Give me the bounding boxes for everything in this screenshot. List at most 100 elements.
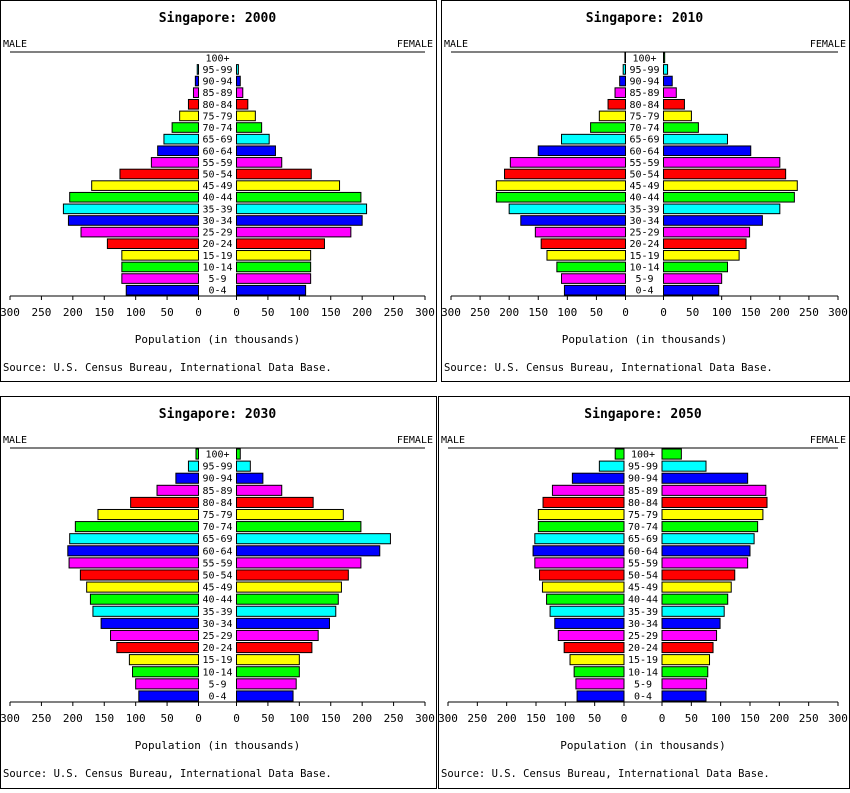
male-bar-90-94 — [175, 472, 200, 484]
female-bar-55-59 — [236, 157, 283, 168]
female-bar-60-64 — [236, 545, 381, 557]
x-tick-label: 150 — [526, 712, 546, 725]
male-bar-10-14 — [573, 666, 625, 678]
male-bar-5-9 — [575, 678, 625, 690]
age-label-55-59: 55-59 — [202, 158, 232, 169]
chart-title: Singapore: 2030 — [159, 407, 277, 422]
male-bar-90-94 — [571, 472, 625, 484]
female-bar-80-84 — [663, 98, 685, 110]
age-label-0-4: 0-4 — [208, 286, 226, 297]
male-bar-75-79 — [179, 110, 199, 122]
male-bar-30-34 — [67, 215, 199, 226]
male-bar-80-84 — [607, 98, 627, 110]
male-bar-20-24 — [106, 238, 199, 250]
male-bar-55-59 — [509, 157, 626, 168]
x-tick-label: 50 — [590, 306, 603, 319]
male-bar-55-59 — [68, 557, 199, 569]
age-label-50-54: 50-54 — [629, 170, 659, 181]
age-label-15-19: 15-19 — [202, 251, 232, 262]
x-tick-label: 100 — [126, 306, 146, 319]
age-label-45-49: 45-49 — [202, 583, 232, 594]
age-label-0-4: 0-4 — [634, 691, 652, 702]
female-bar-20-24 — [236, 642, 313, 654]
age-label-65-69: 65-69 — [202, 534, 232, 545]
male-bar-35-39 — [62, 203, 199, 215]
male-bar-60-64 — [532, 545, 625, 557]
female-bar-60-64 — [661, 545, 751, 557]
x-tick-label: 150 — [528, 306, 548, 319]
x-tick-label: 300 — [828, 306, 848, 319]
female-bar-45-49 — [236, 581, 342, 593]
age-label-35-39: 35-39 — [629, 204, 659, 215]
x-tick-label: 150 — [741, 306, 761, 319]
male-bar-20-24 — [563, 642, 625, 654]
x-tick-label: 200 — [352, 306, 372, 319]
male-bar-70-74 — [171, 122, 199, 133]
x-axis-label: Population (in thousands) — [560, 739, 726, 752]
male-label: MALE — [3, 39, 27, 50]
female-bar-90-94 — [663, 75, 673, 87]
male-bar-0-4 — [563, 284, 627, 296]
x-tick-label: 100 — [289, 306, 309, 319]
x-tick-label: 0 — [621, 712, 628, 725]
x-tick-label: 50 — [588, 712, 601, 725]
age-label-25-29: 25-29 — [202, 631, 232, 642]
x-axis-label: Population (in thousands) — [135, 333, 301, 346]
female-bar-35-39 — [236, 203, 368, 215]
age-label-100+: 100+ — [632, 53, 656, 64]
age-label-70-74: 70-74 — [202, 522, 232, 533]
age-label-45-49: 45-49 — [629, 181, 659, 192]
x-axis-label: Population (in thousands) — [562, 333, 728, 346]
x-tick-label: 0 — [622, 306, 629, 319]
male-bar-35-39 — [92, 605, 199, 617]
x-tick-label: 150 — [321, 712, 341, 725]
male-bar-40-44 — [546, 593, 625, 605]
female-bar-65-69 — [236, 533, 391, 545]
male-bar-20-24 — [116, 642, 199, 654]
x-tick-label: 250 — [31, 712, 51, 725]
pyramid-chart: Singapore: 2010 MALE FEMALE 0-45-910-1415-1… — [441, 0, 850, 382]
female-bar-20-24 — [661, 642, 714, 654]
male-bar-80-84 — [130, 496, 199, 508]
x-tick-label: 300 — [441, 306, 461, 319]
male-label: MALE — [3, 435, 27, 446]
age-label-100+: 100+ — [631, 450, 655, 461]
x-tick-label: 150 — [94, 712, 114, 725]
age-label-35-39: 35-39 — [202, 607, 232, 618]
male-bar-45-49 — [495, 180, 627, 191]
age-label-50-54: 50-54 — [628, 571, 658, 582]
pyramid-chart: Singapore: 2030 MALE FEMALE 0-45-910-1415-1… — [0, 396, 437, 789]
x-tick-label: 250 — [470, 306, 490, 319]
male-bar-60-64 — [157, 145, 200, 157]
x-axis-label: Population (in thousands) — [135, 739, 301, 752]
female-bar-95-99 — [236, 64, 239, 75]
pyramid-panel-1: Singapore: 2000 MALE FEMALE 0-4 5-9 10-14 15-1… — [0, 0, 437, 382]
female-bar-25-29 — [236, 629, 319, 642]
female-bar-20-24 — [663, 238, 747, 250]
x-tick-label: 200 — [63, 712, 83, 725]
male-bar-75-79 — [598, 110, 626, 122]
female-bar-10-14 — [236, 666, 300, 678]
male-bar-10-14 — [121, 261, 199, 273]
age-label-40-44: 40-44 — [628, 595, 658, 606]
age-label-30-34: 30-34 — [202, 619, 232, 630]
source-note: Source: U.S. Census Bureau, Internationa… — [3, 362, 332, 374]
age-label-100+: 100+ — [205, 53, 229, 64]
age-label-80-84: 80-84 — [628, 498, 658, 509]
age-label-90-94: 90-94 — [202, 77, 232, 88]
x-tick-label: 0 — [195, 712, 202, 725]
x-tick-label: 0 — [195, 306, 202, 319]
female-bar-80-84 — [236, 98, 249, 110]
male-bar-5-9 — [561, 273, 627, 284]
male-bar-80-84 — [187, 98, 200, 110]
male-bar-15-19 — [128, 654, 199, 666]
female-bar-15-19 — [236, 654, 300, 666]
x-tick-label: 100 — [126, 712, 146, 725]
age-label-95-99: 95-99 — [628, 462, 658, 473]
age-label-5-9: 5-9 — [634, 679, 652, 690]
age-label-5-9: 5-9 — [635, 274, 653, 285]
age-label-80-84: 80-84 — [629, 100, 659, 111]
chart-title: Singapore: 2000 — [159, 11, 277, 26]
age-label-75-79: 75-79 — [202, 111, 232, 122]
x-tick-label: 250 — [31, 306, 51, 319]
